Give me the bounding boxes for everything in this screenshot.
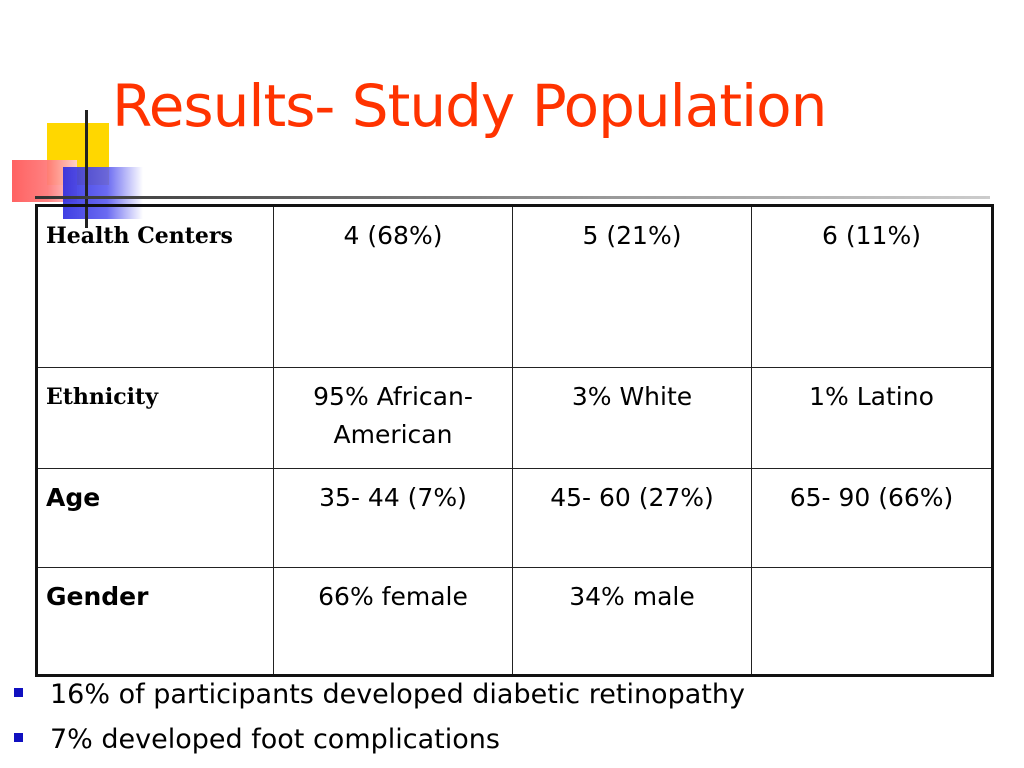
table-row: Gender 66% female 34% male xyxy=(36,567,993,676)
row-label-health-centers: Health Centers xyxy=(36,205,274,368)
title-divider-line xyxy=(35,196,990,199)
bullet-list: 16% of participants developed diabetic r… xyxy=(14,672,745,762)
table-cell: 3% White xyxy=(512,367,752,469)
table-row: Ethnicity 95% African-American 3% White … xyxy=(36,367,993,469)
table-cell: 66% female xyxy=(273,567,513,676)
table-cell: 1% Latino xyxy=(751,367,993,469)
table-cell: 65- 90 (66%) xyxy=(751,468,993,568)
table-cell: 4 (68%) xyxy=(273,205,513,368)
table-cell: 95% African-American xyxy=(273,367,513,469)
table-row: Health Centers 4 (68%) 5 (21%) 6 (11%) xyxy=(36,205,993,368)
table-cell xyxy=(751,567,993,676)
logo-vertical-line xyxy=(85,110,88,228)
table-cell: 34% male xyxy=(512,567,752,676)
study-population-table: Health Centers 4 (68%) 5 (21%) 6 (11%) E… xyxy=(35,204,994,677)
table-cell: 35- 44 (7%) xyxy=(273,468,513,568)
square-bullet-icon xyxy=(14,688,23,697)
row-label-age: Age xyxy=(36,468,274,568)
row-label-gender: Gender xyxy=(36,567,274,676)
table-cell: 6 (11%) xyxy=(751,205,993,368)
bullet-item: 7% developed foot complications xyxy=(14,717,745,762)
slide-title: Results- Study Population xyxy=(112,72,827,140)
bullet-item: 16% of participants developed diabetic r… xyxy=(14,672,745,717)
table-row: Age 35- 44 (7%) 45- 60 (27%) 65- 90 (66%… xyxy=(36,468,993,568)
bullet-text: 16% of participants developed diabetic r… xyxy=(50,679,745,710)
table-cell: 45- 60 (27%) xyxy=(512,468,752,568)
row-label-ethnicity: Ethnicity xyxy=(36,367,274,469)
bullet-text: 7% developed foot complications xyxy=(50,724,500,755)
square-bullet-icon xyxy=(14,733,23,742)
table-cell: 5 (21%) xyxy=(512,205,752,368)
